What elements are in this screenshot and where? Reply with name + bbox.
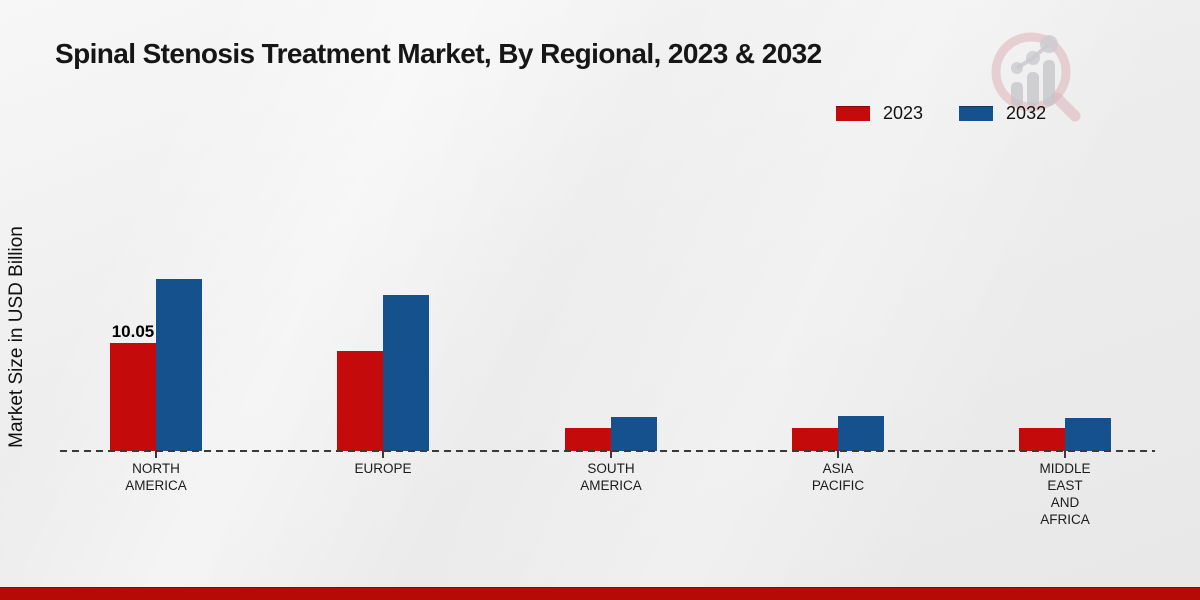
- magnifier-chart-logo-icon: [991, 32, 1081, 122]
- x-axis-tick-south-america: [610, 451, 612, 458]
- category-label-south-america: SOUTH AMERICA: [580, 461, 642, 493]
- bar-2023-middle-east-and-africa: [1019, 428, 1065, 451]
- x-axis-tick-middle-east-and-africa: [1064, 451, 1066, 458]
- page-title: Spinal Stenosis Treatment Market, By Reg…: [55, 38, 822, 69]
- x-axis-tick-asia-pacific: [837, 451, 839, 458]
- category-label-north-america: NORTH AMERICA: [125, 461, 187, 493]
- category-label-middle-east-and-africa: MIDDLE EAST AND AFRICA: [1039, 461, 1091, 527]
- legend-item-2032: 2032: [959, 103, 1046, 124]
- category-label-asia-pacific: ASIA PACIFIC: [811, 461, 865, 493]
- bar-value-label-north-america: 10.05: [111, 322, 155, 341]
- category-label-europe: EUROPE: [354, 461, 412, 476]
- bar-2023-asia-pacific: [792, 428, 838, 451]
- legend-label-2023: 2023: [883, 103, 924, 123]
- legend: 2023 2032: [836, 103, 1046, 124]
- legend-swatch-2032: [959, 106, 994, 121]
- legend-label-2032: 2032: [1006, 103, 1047, 123]
- brand-watermark: [985, 30, 1085, 122]
- legend-item-2023: 2023: [836, 103, 923, 124]
- footer-stripe-red: [0, 587, 1200, 600]
- bar-2023-south-america: [565, 428, 611, 451]
- x-axis-tick-europe: [382, 451, 384, 458]
- x-axis-baseline-dashed: [60, 450, 1155, 452]
- bar-2032-middle-east-and-africa: [1065, 418, 1111, 451]
- bar-2032-north-america: [156, 279, 202, 451]
- bar-2023-europe: [337, 351, 383, 451]
- bar-2032-south-america: [611, 417, 657, 451]
- bar-2032-europe: [383, 295, 429, 451]
- x-axis-tick-north-america: [155, 451, 157, 458]
- bar-2023-north-america: [110, 343, 156, 451]
- legend-swatch-2023: [836, 106, 870, 121]
- bar-2032-asia-pacific: [838, 416, 884, 451]
